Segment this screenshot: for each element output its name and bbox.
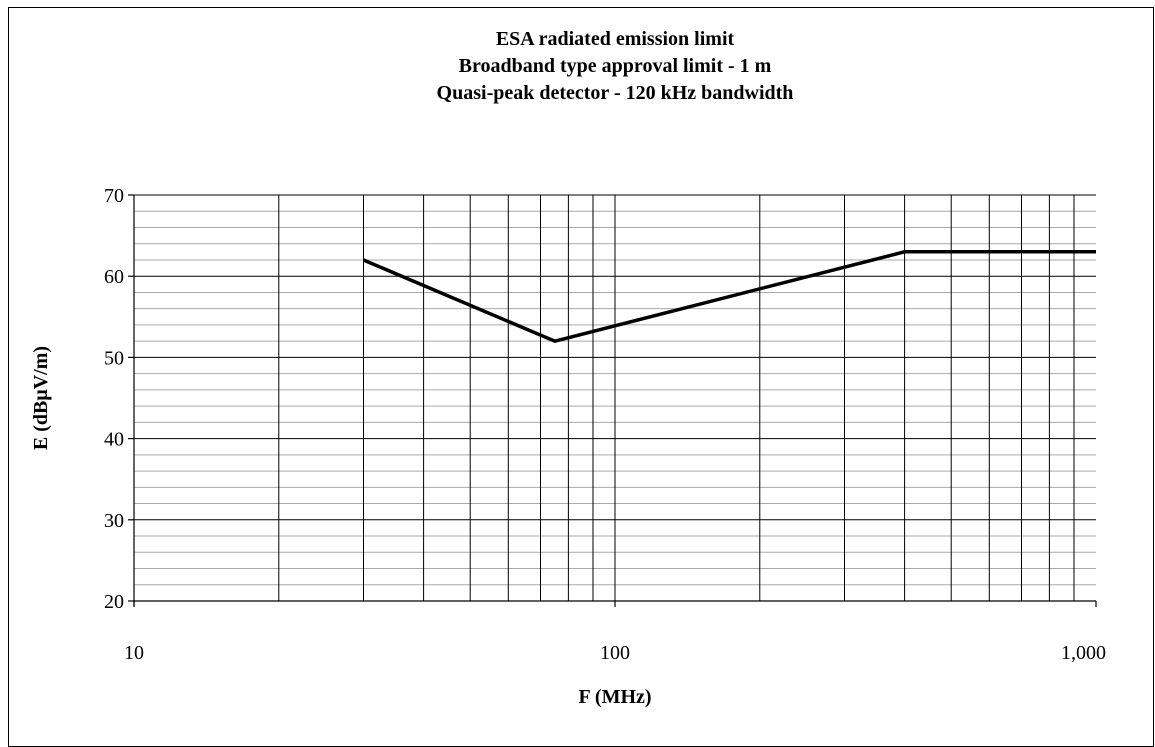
chart-frame — [8, 7, 1154, 747]
x-tick-label: 1,000 — [1061, 642, 1106, 664]
series-layer — [362, 250, 1096, 344]
y-tick-label: 30 — [104, 510, 124, 532]
x-axis-label: F (MHz) — [578, 686, 651, 708]
y-tick-label: 20 — [104, 591, 124, 613]
chart-title: ESA radiated emission limit Broadband ty… — [437, 28, 794, 104]
chart-title-line-1: ESA radiated emission limit — [496, 28, 735, 50]
series-line — [362, 250, 1096, 344]
grid-layer — [134, 194, 1096, 601]
y-tick-label: 50 — [104, 347, 124, 369]
chart-title-line-3: Quasi-peak detector - 120 kHz bandwidth — [437, 82, 794, 104]
y-tick-label: 70 — [104, 185, 124, 207]
axes-layer — [128, 194, 1097, 607]
y-tick-label: 40 — [104, 429, 124, 451]
x-tick-label: 10 — [124, 642, 144, 664]
chart-title-line-2: Broadband type approval limit - 1 m — [459, 55, 772, 77]
x-tick-label: 100 — [600, 642, 630, 664]
y-tick-label: 60 — [104, 266, 124, 288]
chart-svg: ESA radiated emission limit Broadband ty… — [30, 28, 1106, 708]
y-axis-label: E (dBμV/m) — [30, 346, 52, 450]
tick-label-layer: 20 30 40 50 60 70 10 100 1,000 — [104, 185, 1106, 664]
